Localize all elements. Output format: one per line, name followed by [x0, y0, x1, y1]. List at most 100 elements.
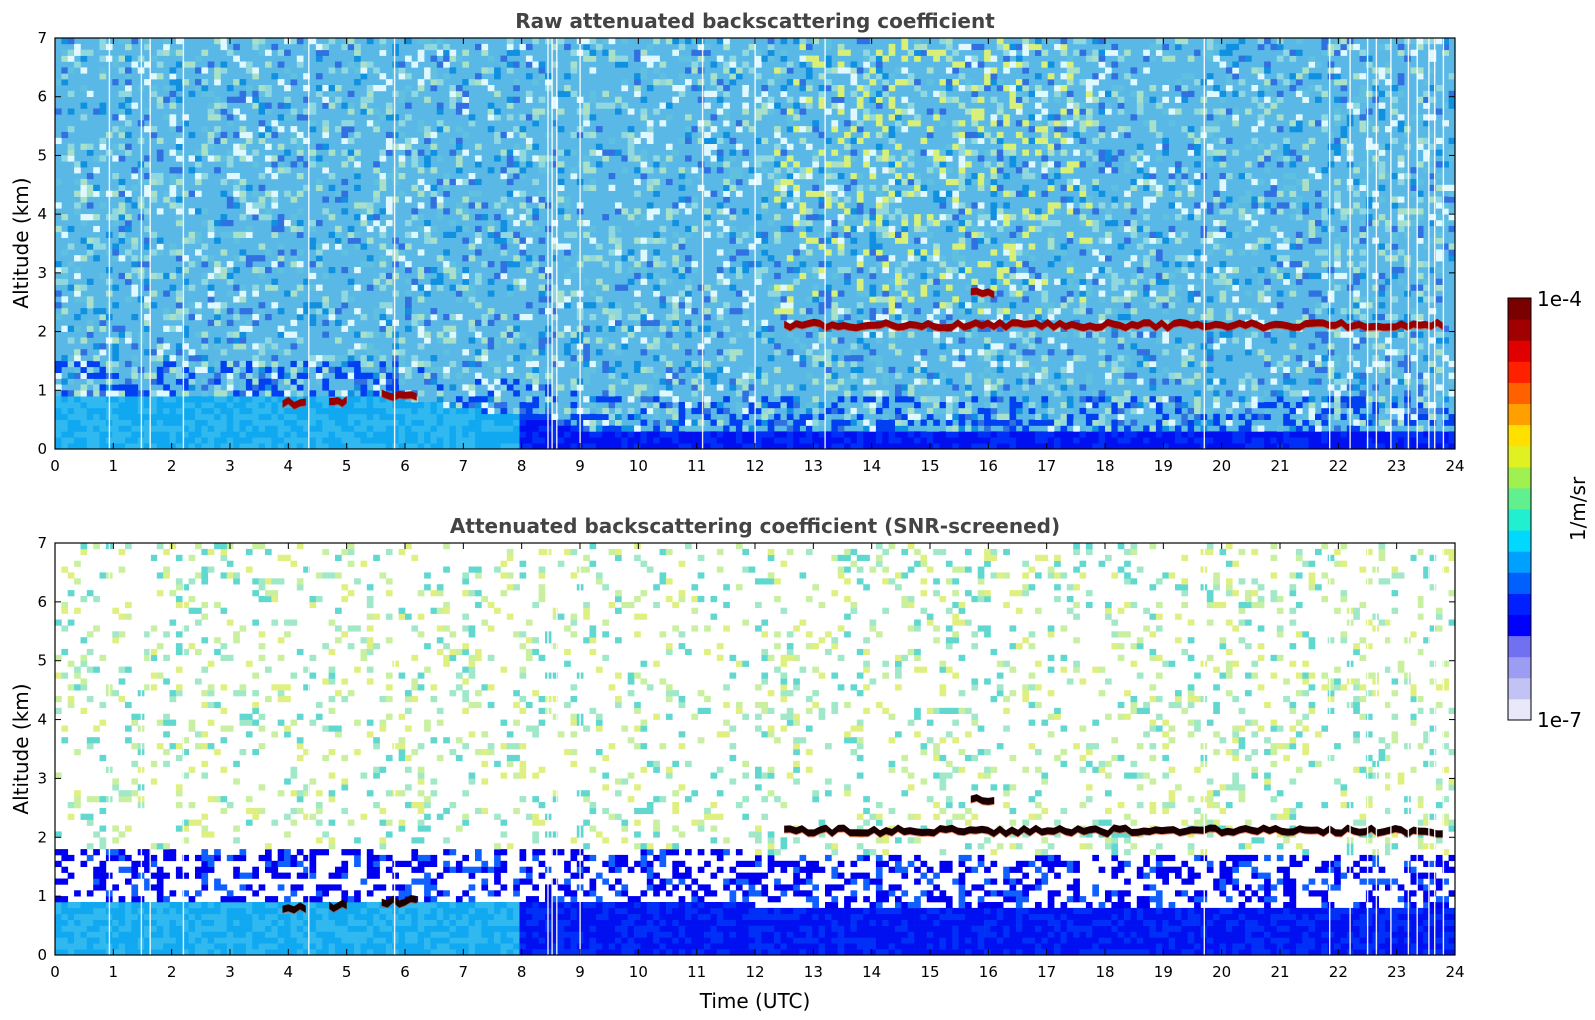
x-tick-label: 19	[1154, 963, 1173, 981]
y-tick-label: 2	[37, 323, 47, 341]
chart-title-raw: Raw attenuated backscattering coefficien…	[515, 9, 995, 33]
x-tick-label: 10	[629, 963, 648, 981]
data-gap	[1375, 543, 1378, 955]
colorbar-scale	[1508, 298, 1531, 721]
x-tick-label: 13	[804, 963, 823, 981]
x-tick-label: 17	[1037, 457, 1056, 475]
data-gap	[1390, 543, 1392, 955]
x-tick-label: 8	[517, 457, 527, 475]
y-tick-label: 5	[37, 146, 47, 164]
data-gap	[1416, 543, 1418, 955]
data-gap	[1329, 543, 1331, 955]
y-tick-label: 4	[37, 205, 47, 223]
data-gap	[1442, 38, 1445, 449]
x-tick-label: 19	[1154, 457, 1173, 475]
x-tick-label: 24	[1445, 963, 1464, 981]
colorbar-swatch	[1508, 298, 1531, 320]
data-gap	[1416, 38, 1418, 449]
cloud-layer-3	[784, 824, 1444, 838]
colorbar-swatch	[1508, 635, 1531, 658]
data-gap	[108, 38, 111, 449]
x-tick-label: 23	[1387, 457, 1406, 475]
x-tick-label: 21	[1270, 457, 1289, 475]
data-gap	[556, 38, 558, 449]
colorbar: 1e-4 1e-7 1/m/sr	[1507, 287, 1590, 732]
colorbar-unit-label: 1/m/sr	[1566, 476, 1590, 541]
x-tick-label: 7	[459, 963, 469, 981]
cloud-layer-0	[282, 902, 306, 914]
data-gap	[754, 38, 756, 449]
data-gap	[182, 543, 185, 955]
data-gap	[701, 38, 704, 449]
data-gap	[1349, 543, 1351, 955]
colorbar-min-label: 1e-7	[1537, 708, 1582, 732]
colorbar-swatch	[1508, 614, 1531, 637]
x-tick-label: 12	[745, 457, 764, 475]
y-tick-label: 0	[37, 946, 47, 964]
y-tick-label: 1	[37, 381, 47, 399]
x-tick-label: 13	[804, 457, 823, 475]
x-tick-label: 3	[225, 457, 235, 475]
y-axis-label-screened: Altitude (km)	[9, 683, 33, 814]
x-tick-label: 6	[400, 457, 410, 475]
y-tick-label: 3	[37, 264, 47, 282]
x-tick-label: 7	[459, 457, 469, 475]
data-gap	[393, 543, 396, 955]
x-tick-label: 1	[109, 963, 119, 981]
x-tick-label: 20	[1212, 457, 1231, 475]
colorbar-swatch	[1508, 677, 1531, 700]
x-tick-label: 8	[517, 963, 527, 981]
data-gap	[1434, 543, 1436, 955]
x-tick-label: 2	[167, 963, 177, 981]
colorbar-swatch	[1508, 487, 1531, 510]
y-tick-label: 6	[37, 88, 47, 106]
x-tick-label: 5	[342, 963, 352, 981]
colorbar-max-label: 1e-4	[1537, 287, 1582, 311]
colorbar-swatch	[1508, 572, 1531, 594]
cloud-layer-1	[329, 899, 347, 912]
x-axis-raw: 0 1 2 3 4 5 6 7 8 9 10 11 12 13 14 15 16 17 18 19 20 21 22 23 24	[50, 38, 1465, 475]
data-gap	[1203, 543, 1205, 955]
x-tick-label: 2	[167, 457, 177, 475]
y-tick-label: 7	[37, 29, 47, 47]
x-tick-label: 18	[1095, 457, 1114, 475]
x-tick-label: 22	[1329, 457, 1348, 475]
colorbar-swatch	[1508, 340, 1531, 362]
data-gap	[149, 38, 151, 449]
cloud-layer-3	[784, 318, 1444, 332]
x-tick-label: 15	[920, 963, 939, 981]
data-gap	[579, 543, 581, 955]
x-tick-label: 15	[920, 457, 939, 475]
data-gap	[140, 38, 143, 449]
data-gap	[824, 38, 826, 449]
data-gap	[1407, 543, 1410, 955]
data-gap	[1375, 38, 1378, 449]
data-gap	[551, 543, 553, 955]
x-tick-label: 9	[575, 457, 585, 475]
x-tick-label: 4	[284, 457, 294, 475]
cloud-layer-4	[970, 287, 995, 299]
data-gap	[1428, 543, 1430, 955]
y-tick-label: 0	[37, 440, 47, 458]
data-gap	[547, 543, 549, 955]
x-tick-label: 14	[862, 457, 881, 475]
colorbar-swatch	[1508, 656, 1531, 679]
y-axis-label-raw: Altitude (km)	[9, 177, 33, 308]
y-axis-raw: 0 1 2 3 4 5 6 7	[37, 29, 1455, 458]
x-tick-label: 5	[342, 457, 352, 475]
y-tick-label: 6	[37, 593, 47, 611]
x-tick-label: 17	[1037, 963, 1056, 981]
data-gap	[182, 38, 185, 449]
data-gap	[556, 543, 558, 955]
data-gap	[308, 543, 310, 955]
heatmap-raw	[55, 38, 1455, 449]
x-tick-label: 4	[284, 963, 294, 981]
y-tick-label: 2	[37, 828, 47, 846]
cloud-layer-2	[381, 389, 417, 401]
x-tick-label: 9	[575, 963, 585, 981]
data-gap	[1203, 38, 1205, 449]
data-gap	[393, 38, 396, 449]
data-gap	[108, 543, 111, 955]
data-gap	[579, 38, 581, 449]
